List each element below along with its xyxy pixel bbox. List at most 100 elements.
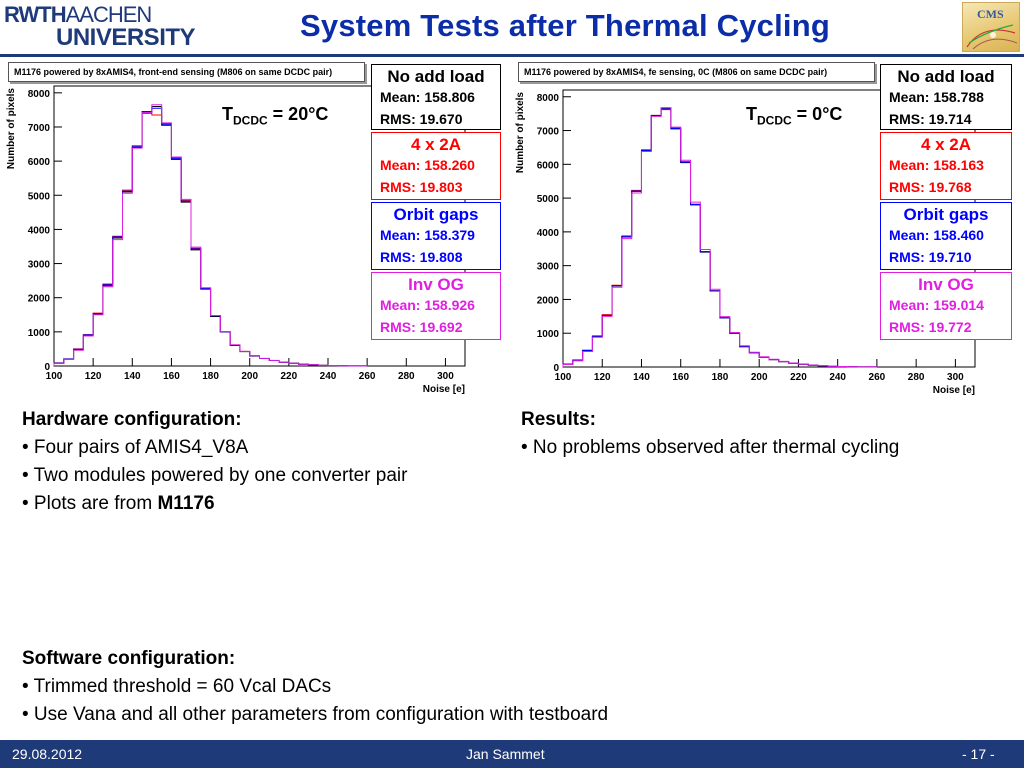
header-divider: [0, 54, 1024, 57]
stat-name: Inv OG: [408, 275, 464, 294]
stat-box-orbit-gaps: Orbit gaps Mean: 158.460 RMS: 19.710: [880, 202, 1012, 270]
stat-mean: Mean: 159.014: [889, 297, 984, 313]
y-tick-label: 5000: [28, 191, 51, 202]
x-tick-label: 120: [85, 371, 102, 382]
stat-rms: RMS: 19.670: [380, 111, 463, 127]
histogram-chart-left: M1176 powered by 8xAMIS4, front-end sens…: [0, 60, 510, 400]
y-axis-label: Number of pixels: [6, 88, 17, 170]
hardware-config: Hardware configuration: • Four pairs of …: [22, 406, 407, 518]
x-tick-label: 180: [712, 372, 729, 383]
y-tick-label: 6000: [28, 157, 51, 168]
x-tick-label: 260: [359, 371, 376, 382]
stat-box-4x2a: 4 x 2A Mean: 158.163 RMS: 19.768: [880, 132, 1012, 200]
x-tick-label: 220: [790, 372, 807, 383]
histogram-chart-right: M1176 powered by 8xAMIS4, fe sensing, 0C…: [510, 60, 1024, 400]
stat-name: Inv OG: [918, 275, 974, 294]
y-tick-label: 4000: [537, 228, 560, 239]
rwth-logo-line2: UNIVERSITY: [56, 24, 196, 51]
x-tick-label: 300: [947, 372, 964, 383]
histogram-series-line: [53, 105, 368, 367]
stat-mean: Mean: 158.806: [380, 89, 475, 105]
stat-box-no-add-load: No add load Mean: 158.788 RMS: 19.714: [880, 64, 1012, 130]
y-tick-label: 4000: [28, 225, 51, 236]
x-tick-label: 220: [281, 371, 298, 382]
y-tick-label: 3000: [537, 262, 560, 273]
x-tick-label: 120: [594, 372, 611, 383]
stat-rms: RMS: 19.803: [380, 179, 463, 195]
rwth-logo-line1: RWTHAACHEN: [4, 2, 152, 27]
plot-title: M1176 powered by 8xAMIS4, front-end sens…: [8, 62, 365, 82]
results-item: • No problems observed after thermal cyc…: [521, 437, 900, 458]
stat-mean: Mean: 158.163: [889, 157, 984, 173]
histogram-series-line: [53, 112, 368, 367]
plot-title: M1176 powered by 8xAMIS4, fe sensing, 0C…: [518, 62, 875, 82]
y-tick-label: 1000: [537, 329, 560, 340]
slide-footer: 29.08.2012 Jan Sammet - 17 -: [0, 740, 1024, 768]
y-tick-label: 5000: [537, 194, 560, 205]
y-tick-label: 8000: [537, 93, 560, 104]
temperature-annotation: TDCDC = 20°C: [222, 104, 329, 128]
histogram-series-line: [562, 107, 878, 368]
x-tick-label: 140: [633, 372, 650, 383]
cms-logo-text: CMS: [977, 7, 1004, 21]
stat-name: No add load: [387, 67, 485, 86]
x-tick-label: 300: [437, 371, 454, 382]
histogram-series-line: [53, 104, 368, 367]
temperature-annotation: TDCDC = 0°C: [746, 104, 843, 128]
stat-box-inv-og: Inv OG Mean: 159.014 RMS: 19.772: [880, 272, 1012, 340]
y-tick-label: 0: [553, 363, 559, 374]
x-tick-label: 160: [163, 371, 180, 382]
hardware-item: • Two modules powered by one converter p…: [22, 465, 408, 486]
histogram-plot: 0 1000 2000 3000 4000 5000 6000 7000 8000 100 120 1…: [515, 89, 976, 396]
stat-box-4x2a: 4 x 2A Mean: 158.260 RMS: 19.803: [371, 132, 501, 200]
stat-mean: Mean: 158.260: [380, 157, 475, 173]
x-tick-label: 100: [555, 372, 572, 383]
histogram-plot: 0 1000 2000 3000 4000 5000 6000 7000 8000 100 120 1…: [6, 85, 466, 395]
cms-logo: CMS: [962, 2, 1020, 52]
stat-name: 4 x 2A: [920, 135, 972, 154]
y-axis-label: Number of pixels: [515, 92, 526, 174]
histogram-series-line: [562, 108, 878, 368]
stat-name: Orbit gaps: [903, 205, 989, 224]
footer-page-number: - 17 -: [962, 746, 995, 762]
results-heading: Results:: [521, 409, 596, 430]
histogram-series-line: [53, 107, 368, 367]
software-config: Software configuration: • Trimmed thresh…: [22, 645, 608, 729]
software-item: • Use Vana and all other parameters from…: [22, 704, 609, 725]
y-tick-label: 7000: [28, 123, 51, 134]
y-tick-label: 2000: [537, 295, 560, 306]
footer-date: 29.08.2012: [12, 746, 83, 762]
rwth-logo: RWTHAACHEN UNIVERSITY: [4, 2, 200, 52]
software-item: • Trimmed threshold = 60 Vcal DACs: [22, 676, 332, 697]
x-tick-label: 160: [672, 372, 689, 383]
y-tick-label: 8000: [28, 89, 51, 100]
footer-author: Jan Sammet: [466, 746, 545, 762]
hardware-heading: Hardware configuration:: [22, 409, 242, 430]
x-tick-label: 280: [908, 372, 925, 383]
y-tick-label: 3000: [28, 260, 51, 271]
y-tick-label: 0: [44, 362, 50, 373]
x-tick-label: 260: [869, 372, 886, 383]
x-tick-label: 180: [202, 371, 219, 382]
stat-rms: RMS: 19.768: [889, 179, 972, 195]
x-tick-label: 200: [241, 371, 258, 382]
x-tick-label: 200: [751, 372, 768, 383]
stat-rms: RMS: 19.714: [889, 111, 972, 127]
stat-box-no-add-load: No add load Mean: 158.806 RMS: 19.670: [371, 64, 501, 130]
stat-box-orbit-gaps: Orbit gaps Mean: 158.379 RMS: 19.808: [371, 202, 501, 270]
histogram-series-line: [562, 109, 878, 368]
stat-rms: RMS: 19.772: [889, 319, 972, 335]
histogram-series-line: [562, 108, 878, 368]
stat-rms: RMS: 19.808: [380, 249, 463, 265]
stat-box-inv-og: Inv OG Mean: 158.926 RMS: 19.692: [371, 272, 501, 340]
y-tick-label: 2000: [28, 294, 51, 305]
x-tick-label: 100: [46, 371, 63, 382]
hardware-item: • Four pairs of AMIS4_V8A: [22, 437, 249, 458]
slide-title: System Tests after Thermal Cycling: [300, 8, 830, 43]
stat-mean: Mean: 158.926: [380, 297, 475, 313]
y-tick-label: 6000: [537, 160, 560, 171]
stat-mean: Mean: 158.379: [380, 227, 475, 243]
cms-logo-art: [966, 24, 1018, 50]
results: Results: • No problems observed after th…: [521, 406, 899, 462]
stat-rms: RMS: 19.692: [380, 319, 463, 335]
